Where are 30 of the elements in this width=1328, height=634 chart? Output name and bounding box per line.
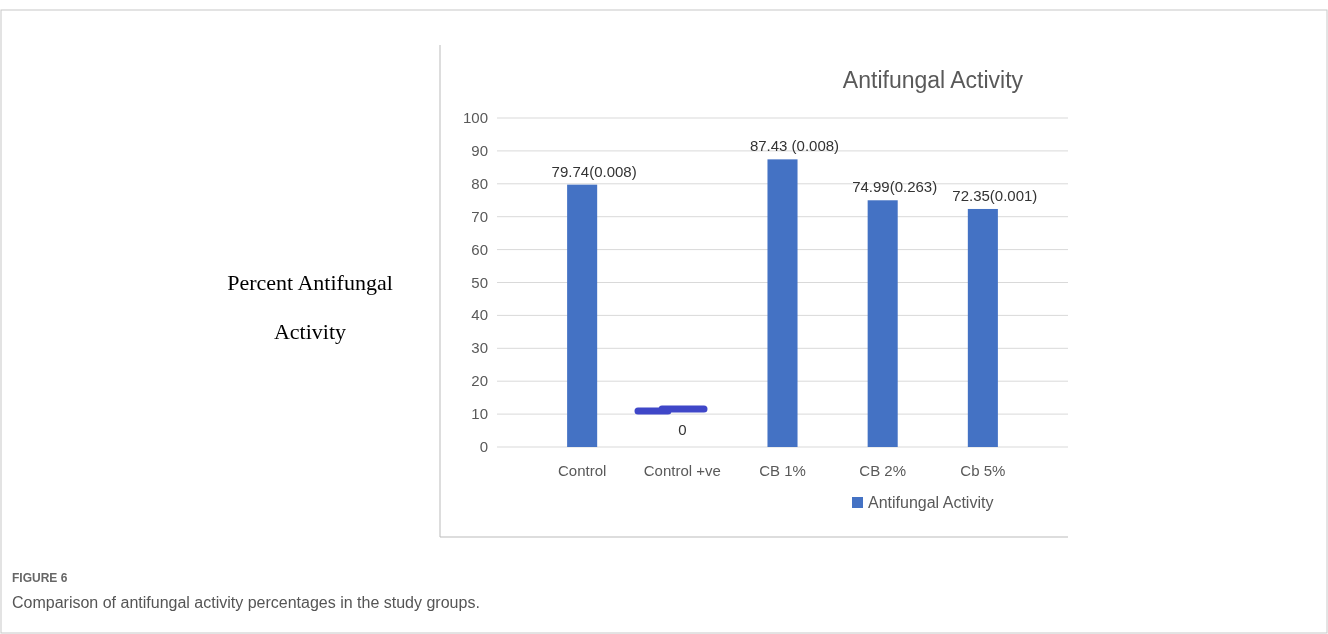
y-tick-label: 80: [471, 174, 488, 192]
x-tick-label: CB 1%: [759, 462, 806, 479]
data-label: 79.74(0.008): [551, 162, 637, 180]
y-tick-label: 50: [471, 273, 488, 291]
y-tick-label: 20: [471, 372, 488, 390]
data-label: 74.99(0.263): [852, 178, 938, 196]
y-tick-label: 0: [479, 438, 488, 455]
x-tick-label: CB 2%: [859, 462, 907, 479]
y-tick-label: 40: [471, 306, 488, 324]
x-tick-label: Cb 5%: [960, 462, 1006, 479]
y-tick-label: 70: [471, 207, 488, 225]
y-tick-label: 90: [471, 141, 488, 159]
bar: [767, 159, 798, 447]
bar: [567, 184, 598, 447]
text: Comparison of antifungal activity percentages in the study groups.: [12, 594, 480, 611]
y-tick-label: 100: [462, 109, 488, 126]
y-axis-title: Percent Antifungal Activity: [227, 270, 393, 344]
y-tick-label: 30: [471, 339, 488, 357]
y-tick-label: 10: [471, 405, 488, 423]
data-label: 0: [678, 421, 687, 438]
data-label: 87.43 (0.008): [749, 137, 840, 155]
y-tick-label: 60: [471, 240, 488, 258]
x-tick-label: Control +ve: [643, 462, 721, 479]
x-tick-label: Control: [557, 462, 607, 479]
bar: [867, 200, 898, 447]
bar: [967, 208, 998, 447]
chart-title: Antifungal Activity: [842, 67, 1024, 93]
legend-label: Antifungal Activity: [868, 494, 994, 511]
data-label: 72.35(0.001): [952, 186, 1038, 204]
caption: FIGURE 6: [12, 571, 68, 585]
